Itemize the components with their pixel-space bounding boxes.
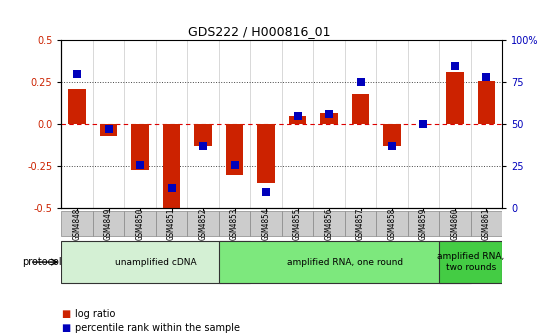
FancyBboxPatch shape — [61, 211, 93, 236]
Bar — [100, 124, 117, 136]
Bar — [289, 116, 306, 124]
Text: ■: ■ — [61, 309, 71, 319]
Text: GSM4849: GSM4849 — [104, 207, 113, 240]
Bar — [226, 124, 243, 175]
Point — [104, 127, 113, 132]
Text: GSM4859: GSM4859 — [419, 207, 428, 240]
FancyBboxPatch shape — [124, 211, 156, 236]
Point — [199, 143, 208, 149]
Text: GSM4850: GSM4850 — [136, 207, 145, 240]
FancyBboxPatch shape — [471, 211, 502, 236]
Text: ■: ■ — [61, 323, 71, 333]
Text: GSM4856: GSM4856 — [325, 207, 334, 240]
Text: GSM4851: GSM4851 — [167, 207, 176, 240]
Point — [450, 63, 459, 68]
Point — [356, 80, 365, 85]
FancyBboxPatch shape — [219, 241, 471, 283]
FancyBboxPatch shape — [251, 211, 282, 236]
FancyBboxPatch shape — [219, 211, 251, 236]
Text: amplified RNA, one round: amplified RNA, one round — [287, 258, 403, 266]
Point — [293, 113, 302, 119]
FancyBboxPatch shape — [61, 241, 251, 283]
Text: unamplified cDNA: unamplified cDNA — [115, 258, 196, 266]
Text: GSM4853: GSM4853 — [230, 207, 239, 240]
Text: amplified RNA,
two rounds: amplified RNA, two rounds — [437, 252, 504, 272]
Bar — [383, 124, 401, 146]
FancyBboxPatch shape — [408, 211, 439, 236]
Text: GSM4848: GSM4848 — [73, 207, 81, 240]
Point — [325, 112, 334, 117]
Point — [482, 75, 491, 80]
Point — [230, 162, 239, 167]
FancyBboxPatch shape — [187, 211, 219, 236]
Text: GSM4861: GSM4861 — [482, 207, 491, 240]
Text: GSM4860: GSM4860 — [450, 207, 459, 240]
FancyBboxPatch shape — [439, 211, 471, 236]
Bar — [69, 89, 86, 124]
Text: log ratio: log ratio — [75, 309, 116, 319]
Bar — [132, 124, 149, 170]
Text: protocol: protocol — [22, 257, 61, 267]
Point — [419, 122, 428, 127]
FancyBboxPatch shape — [439, 241, 502, 283]
Bar — [320, 113, 338, 124]
Point — [167, 185, 176, 191]
Text: GSM4857: GSM4857 — [356, 207, 365, 240]
Bar — [478, 81, 495, 124]
FancyBboxPatch shape — [93, 211, 124, 236]
Bar — [446, 72, 464, 124]
Bar — [257, 124, 275, 183]
FancyBboxPatch shape — [345, 211, 376, 236]
FancyBboxPatch shape — [376, 211, 408, 236]
Text: GSM4852: GSM4852 — [199, 207, 208, 240]
Point — [136, 162, 145, 167]
Bar — [194, 124, 211, 146]
Text: GSM4855: GSM4855 — [293, 207, 302, 240]
FancyBboxPatch shape — [156, 211, 187, 236]
Point — [73, 71, 81, 77]
Bar — [352, 94, 369, 124]
Point — [262, 189, 271, 194]
Text: percentile rank within the sample: percentile rank within the sample — [75, 323, 240, 333]
Point — [387, 143, 396, 149]
Title: GDS222 / H000816_01: GDS222 / H000816_01 — [189, 25, 331, 38]
FancyBboxPatch shape — [313, 211, 345, 236]
Bar — [163, 124, 180, 208]
Text: GSM4858: GSM4858 — [387, 207, 397, 240]
FancyBboxPatch shape — [282, 211, 313, 236]
Text: GSM4854: GSM4854 — [262, 207, 271, 240]
